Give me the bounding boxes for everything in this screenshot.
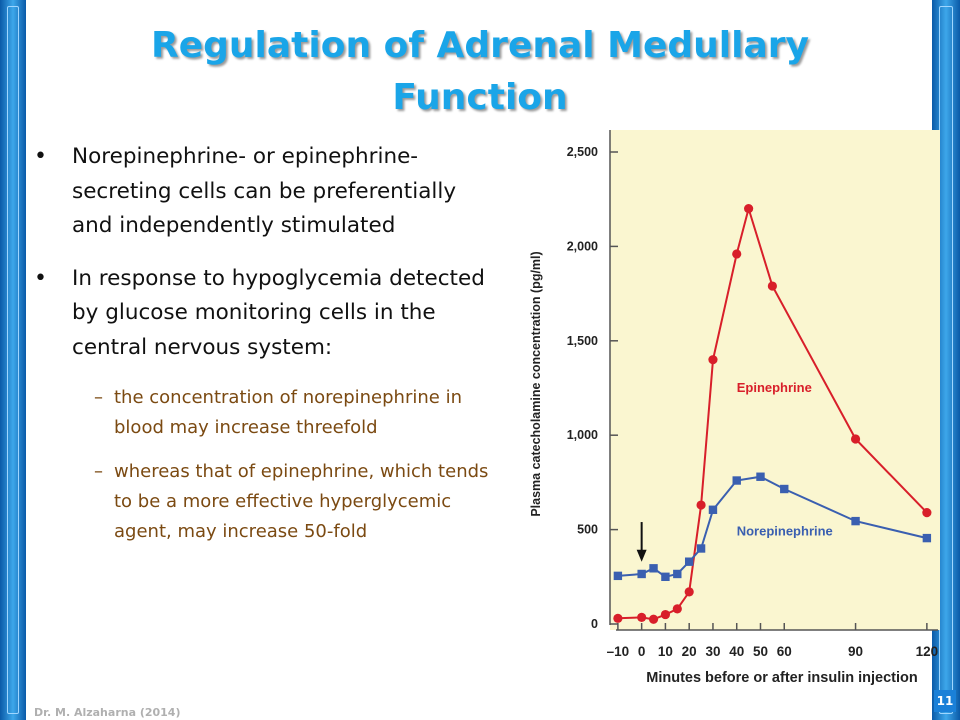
- x-tick-label: 120: [916, 644, 939, 659]
- epinephrine-point: [922, 508, 932, 518]
- series-layer: [613, 204, 932, 624]
- sub-bullet-2: whereas that of epinephrine, which tends…: [34, 457, 494, 547]
- epinephrine-point: [744, 204, 754, 214]
- slide-title: Regulation of Adrenal Medullary Function: [60, 20, 900, 124]
- epinephrine-point: [850, 434, 861, 444]
- x-tick-label: 60: [777, 644, 792, 659]
- y-tick-label: 2,500: [567, 145, 598, 159]
- norepinephrine-point: [851, 516, 860, 526]
- epinephrine-label: Epinephrine: [737, 380, 812, 395]
- epinephrine-point: [732, 249, 742, 259]
- x-tick-label: –10: [607, 644, 630, 659]
- x-tick-label: 40: [729, 644, 744, 659]
- insulin-arrow-head: [636, 549, 647, 562]
- page-number: 11: [934, 690, 956, 712]
- norepinephrine-point: [732, 476, 741, 485]
- chart-background: [610, 130, 940, 630]
- x-tick-label: 90: [848, 644, 863, 659]
- bullet-2: In response to hypoglycemia detected by …: [34, 262, 494, 366]
- epinephrine-point: [672, 604, 682, 614]
- y-ticks: 0 500 1,000 1,500 2,000 2,500: [567, 145, 618, 631]
- x-tick-label: 10: [658, 644, 673, 659]
- x-tick-label: 0: [638, 644, 646, 659]
- norepinephrine-point: [637, 569, 646, 579]
- y-tick-label: 0: [591, 617, 598, 631]
- epinephrine-point: [767, 281, 777, 291]
- slide-title-line-1: Regulation of Adrenal Medullary: [151, 25, 809, 66]
- epinephrine-point: [696, 500, 706, 510]
- left-decor-bar: [0, 0, 26, 720]
- sub-bullet-1: the concentration of norepinephrine in b…: [34, 383, 494, 443]
- epinephrine-point: [684, 587, 694, 597]
- epinephrine-point: [637, 612, 647, 622]
- norepinephrine-point: [684, 557, 694, 566]
- norepinephrine-label: Norepinephrine: [737, 523, 833, 538]
- norepinephrine-point: [756, 472, 765, 481]
- annotations-layer: Epinephrine Norepinephrine: [636, 380, 833, 562]
- norepinephrine-point: [673, 569, 682, 579]
- y-tick-label: 1,000: [567, 428, 598, 442]
- epinephrine-point: [613, 613, 623, 623]
- norepinephrine-point: [780, 484, 789, 494]
- x-ticks: –10 0 10 20 30 40 50 60 90 120: [607, 623, 939, 659]
- x-tick-label: 30: [705, 644, 720, 659]
- x-tick-label: 20: [682, 644, 697, 659]
- norepinephrine-point: [661, 572, 670, 581]
- x-tick-label: 50: [753, 644, 768, 659]
- y-tick-label: 1,500: [567, 334, 598, 348]
- slide-title-line-2: Function: [392, 77, 568, 118]
- norepinephrine-point: [708, 505, 718, 514]
- slide-body: Norepinephrine- or epinephrine-secreting…: [34, 140, 494, 561]
- epinephrine-point: [660, 609, 671, 620]
- epinephrine-point: [708, 355, 718, 365]
- y-axis-title: Plasma catecholamine concentration (pg/m…: [529, 251, 543, 516]
- epinephrine-point: [648, 614, 659, 624]
- bullet-1: Norepinephrine- or epinephrine-secreting…: [34, 140, 494, 244]
- y-tick-label: 500: [577, 523, 598, 537]
- footer-author: Dr. M. Alzaharna (2014): [34, 706, 181, 719]
- catecholamine-chart: 0 500 1,000 1,500 2,000 2,500 –10 0 10 20 30 40 50 6…: [529, 130, 940, 686]
- y-tick-label: 2,000: [567, 239, 598, 253]
- norepinephrine-point: [696, 544, 706, 553]
- norepinephrine-point: [649, 564, 658, 573]
- norepinephrine-point: [922, 533, 932, 543]
- norepinephrine-point: [613, 571, 623, 581]
- x-axis-title: Minutes before or after insulin injectio…: [646, 670, 918, 686]
